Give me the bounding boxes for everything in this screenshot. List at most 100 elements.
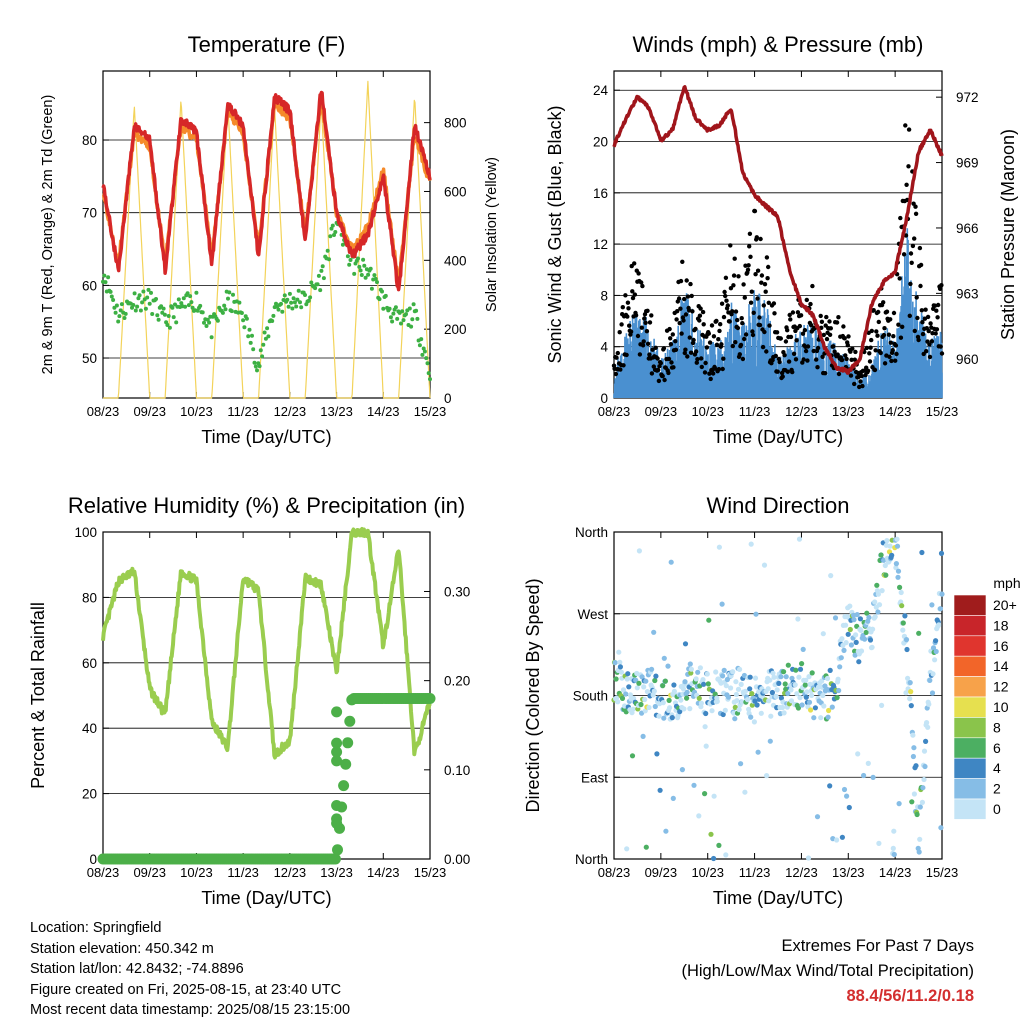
temp-series-dewpoint-point xyxy=(287,291,292,296)
dir-legend-label: 10 xyxy=(993,699,1009,715)
wind-series-gust-point xyxy=(939,283,944,288)
wind-series-gust-point xyxy=(722,289,727,295)
dir-series-direction-point xyxy=(667,705,673,711)
dir-series-direction-point xyxy=(895,568,902,574)
wind-series-gust-point xyxy=(889,358,894,364)
dir-legend-label: 20+ xyxy=(993,597,1017,613)
temp-series-dewpoint-point xyxy=(209,335,214,340)
wind-series-gust-point xyxy=(615,350,620,356)
dir-series-direction-point xyxy=(613,676,619,682)
dir-series-direction-point xyxy=(802,682,808,688)
rh-panel-ytick-label: 0 xyxy=(89,852,97,867)
wind-series-gust-point xyxy=(782,353,787,358)
dir-series-direction-point xyxy=(732,716,738,722)
wind-series-gust-point xyxy=(913,204,918,209)
wind-series-gust-point xyxy=(827,319,832,324)
dir-series-direction-point xyxy=(808,707,814,713)
wind-series-gust-point xyxy=(938,344,943,349)
dir-series-direction-point xyxy=(908,689,914,695)
dir-series-direction-point xyxy=(719,601,725,607)
temp-series-dewpoint-point xyxy=(356,256,360,261)
dir-series-direction-point xyxy=(899,603,905,609)
dir-series-direction-point xyxy=(803,677,809,683)
dir-series-direction-point xyxy=(776,680,782,687)
wind-series-gust-point xyxy=(640,283,645,289)
temp-series-dewpoint-point xyxy=(260,354,265,359)
temp-series-dewpoint-point xyxy=(366,272,371,277)
dir-series-direction-point xyxy=(697,665,704,671)
wind-series-gust-point xyxy=(757,315,762,320)
temp-series-dewpoint-point xyxy=(292,300,297,305)
dir-series-direction-point xyxy=(748,714,754,720)
dir-series-direction-point xyxy=(660,700,666,706)
wind-series-gust-point xyxy=(815,365,820,370)
wind-series-gust-point xyxy=(678,278,684,284)
dir-series-direction-point xyxy=(634,685,640,691)
rh-panel-xtick-label: 09/23 xyxy=(133,865,166,880)
wind-series-gust-point xyxy=(731,273,737,278)
rh-panel-xtick-label: 13/23 xyxy=(320,865,353,880)
dir-series-direction-point xyxy=(619,695,626,702)
wind-series-gust-point xyxy=(798,313,804,318)
temp-series-dewpoint-point xyxy=(404,312,408,317)
temp-series-dewpoint-point xyxy=(241,318,246,323)
wind-panel-ylabel: Sonic Wind & Gust (Blue, Black) xyxy=(545,105,565,363)
dir-series-direction-point xyxy=(746,706,752,712)
dir-series-direction-point xyxy=(827,783,833,789)
dir-series-direction-point xyxy=(843,622,849,628)
wind-series-gust-point xyxy=(618,367,623,372)
dir-series-direction-point xyxy=(919,799,926,806)
extremes-description: (High/Low/Max Wind/Total Precipitation) xyxy=(681,962,974,980)
wind-series-gust-point xyxy=(747,244,752,249)
wind-series-gust-point xyxy=(751,310,756,315)
dir-series-direction-point xyxy=(929,602,935,608)
wind-series-gust-point xyxy=(831,344,836,349)
temp-series-dewpoint-point xyxy=(347,262,352,267)
temp-series-dewpoint-point xyxy=(390,319,395,324)
temp-series-dewpoint-point xyxy=(165,323,170,327)
temp-series-dewpoint-point xyxy=(290,306,295,311)
wind-series-gust-point xyxy=(876,309,881,315)
dir-series-direction-point xyxy=(702,791,708,797)
dir-series-direction-point xyxy=(902,613,908,619)
dir-series-direction-point xyxy=(857,616,864,622)
wind-series-gust-point xyxy=(843,353,848,358)
dir-legend-swatch xyxy=(953,798,987,820)
wind-series-gust-point xyxy=(868,345,873,350)
temp-series-dewpoint-point xyxy=(296,288,301,293)
temp-series-dewpoint-point xyxy=(186,303,191,308)
dir-series-direction-point xyxy=(904,646,910,653)
wind-series-gust-point xyxy=(891,310,897,316)
wind-series-gust-point xyxy=(735,325,741,331)
wind-series-gust-point xyxy=(790,369,795,375)
wind-series-gust-point xyxy=(936,302,941,308)
dir-series-direction-point xyxy=(894,543,901,549)
temp-series-dewpoint-point xyxy=(303,293,307,297)
wind-series-gust-point xyxy=(927,354,933,360)
temp-series-dewpoint-point xyxy=(280,309,285,314)
temp-series-dewpoint-point xyxy=(161,306,166,311)
dir-panel-ytick-label: East xyxy=(581,770,608,785)
temp-series-dewpoint-point xyxy=(237,300,242,305)
dir-series-direction-point xyxy=(821,703,827,709)
wind-series-gust-point xyxy=(844,356,849,362)
dir-series-direction-point xyxy=(785,690,791,697)
wind-series-gust-point xyxy=(685,294,691,299)
wind-series-gust-point xyxy=(725,303,730,308)
wind-series-gust-point xyxy=(668,342,674,347)
dir-series-direction-point xyxy=(629,753,636,759)
temp-series-dewpoint-point xyxy=(375,280,379,285)
temp-series-dewpoint-point xyxy=(333,230,338,234)
wind-series-gust-point xyxy=(649,371,655,376)
wind-series-gust-point xyxy=(934,327,940,332)
temp-series-dewpoint-point xyxy=(318,288,323,293)
wind-series-gust-point xyxy=(718,322,723,327)
wind-series-gust-point xyxy=(679,331,684,336)
dir-series-direction-point xyxy=(889,552,895,558)
wind-series-gust-point xyxy=(752,208,758,214)
wind-series-gust-point xyxy=(642,316,647,321)
wind-series-gust-point xyxy=(767,323,772,328)
wind-series-gust-point xyxy=(625,300,631,305)
wind-series-gust-point xyxy=(760,344,766,350)
wind-series-gust-point xyxy=(788,334,794,340)
